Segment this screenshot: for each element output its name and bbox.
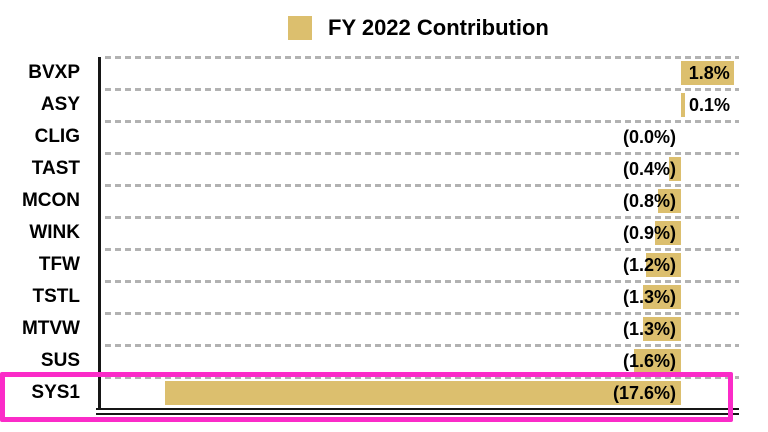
gridline: [105, 56, 739, 59]
category-label-wink: WINK: [29, 222, 80, 243]
chart-legend: FY 2022 Contribution: [288, 15, 549, 41]
gridline: [105, 248, 739, 251]
value-label-sys1: (17.6%): [612, 383, 676, 403]
category-label-bvxp: BVXP: [28, 62, 80, 83]
gridline: [105, 376, 739, 379]
gridline: [105, 184, 739, 187]
bar-asy: [681, 93, 685, 117]
bar-tast: [669, 157, 681, 181]
gridline: [105, 152, 739, 155]
value-label-wink: (0.9%): [622, 223, 676, 243]
value-label-asy: 0.1%: [689, 95, 731, 115]
legend-label: FY 2022 Contribution: [328, 15, 549, 40]
category-label-tast: TAST: [31, 158, 80, 179]
category-label-clig: CLIG: [34, 126, 80, 147]
value-label-clig: (0.0%): [622, 127, 676, 147]
bar-sys1: [164, 381, 681, 405]
category-label-sys1: SYS1: [31, 382, 80, 403]
value-label-tstl: (1.3%): [622, 287, 676, 307]
value-label-mcon: (0.8%): [622, 191, 676, 211]
category-label-mtvw: MTVW: [21, 318, 80, 339]
category-label-asy: ASY: [40, 94, 80, 115]
category-label-mcon: MCON: [21, 190, 80, 211]
bar-bvxp: [681, 61, 734, 85]
gridline: [105, 120, 739, 123]
legend-swatch: [288, 16, 312, 40]
gridline: [105, 344, 739, 347]
value-label-bvxp: 1.8%: [688, 63, 730, 83]
bar-mtvw: [642, 317, 681, 341]
category-label-tfw: TFW: [38, 254, 80, 275]
value-label-tfw: (1.2%): [622, 255, 676, 275]
category-label-sus: SUS: [40, 350, 80, 371]
gridline: [105, 88, 739, 91]
gridline: [105, 312, 739, 315]
gridline: [105, 216, 739, 219]
bar-wink: [654, 221, 681, 245]
bar-mcon: [657, 189, 681, 213]
bar-tstl: [642, 285, 681, 309]
value-label-tast: (0.4%): [622, 159, 676, 179]
x-axis-line: [96, 408, 739, 415]
bar-sus: [634, 349, 681, 373]
gridline: [105, 280, 739, 283]
value-label-sus: (1.6%): [622, 351, 676, 371]
value-label-mtvw: (1.3%): [622, 319, 676, 339]
category-label-tstl: TSTL: [32, 286, 81, 307]
bar-tfw: [645, 253, 681, 277]
plot-area: 1.8% 0.1% (0.0%) (0.4%) (0.8%) (0.9%) (1.2%) (1…: [98, 56, 745, 409]
